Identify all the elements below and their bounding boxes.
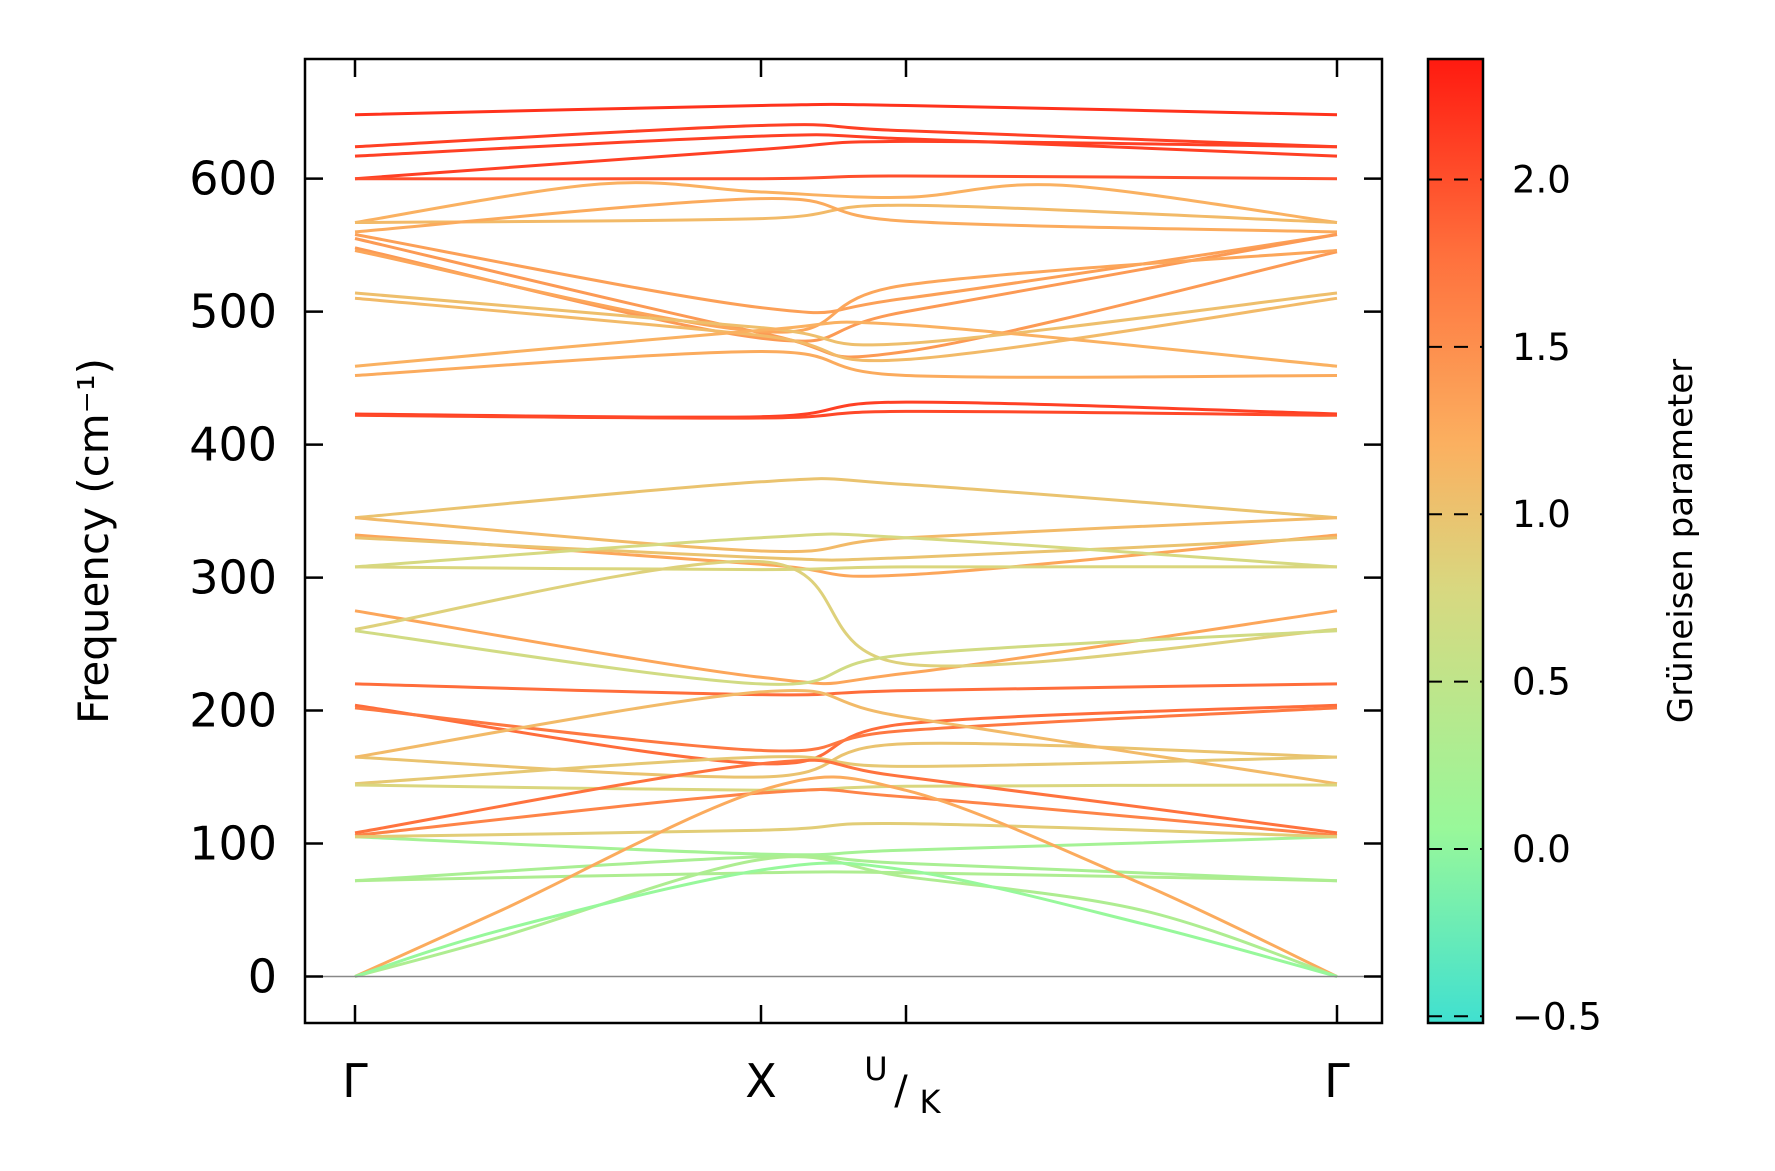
- x-tick-label-u: U: [864, 1050, 887, 1088]
- x-tick-label-x: X: [745, 1054, 777, 1108]
- phonon-band-32: [354, 755, 1338, 786]
- colorbar-tick-label-5: 2.0: [1512, 159, 1571, 202]
- x-tick-label-gamma-start: Γ: [342, 1054, 368, 1108]
- axis-ticks: [305, 59, 1382, 1023]
- x-tick-label-slash: /: [894, 1068, 908, 1114]
- phonon-band-1: [354, 123, 1338, 149]
- phonon-band-12: [354, 291, 1338, 347]
- x-tick-label-k: K: [920, 1083, 942, 1121]
- phonon-band-18: [354, 477, 1338, 520]
- phonon-band-31: [354, 688, 1338, 786]
- phonon-band-0: [354, 102, 1338, 117]
- x-tick-label-gamma-end: Γ: [1324, 1054, 1350, 1108]
- plot-frame: [303, 57, 1384, 1025]
- phonon-band-35: [354, 788, 1338, 837]
- y-tick-label-500: 500: [189, 285, 277, 339]
- phonon-band-33: [354, 783, 1338, 792]
- y-tick-label-600: 600: [189, 152, 277, 206]
- phonon-band-6: [354, 203, 1338, 224]
- phonon-band-17: [354, 409, 1338, 420]
- phonon-bands: [354, 102, 1338, 978]
- colorbar: −0.5 0.0 0.5 1.0 1.5 2.0 Grüneisen parameter: [1426, 57, 1701, 1039]
- colorbar-title: Grüneisen parameter: [1661, 359, 1701, 723]
- colorbar-tick-label-1: 0.0: [1512, 828, 1571, 871]
- phonon-band-4: [354, 174, 1338, 181]
- phonon-band-42: [354, 861, 1338, 978]
- y-tick-label-400: 400: [189, 418, 277, 472]
- colorbar-ticks: [1428, 178, 1483, 1018]
- colorbar-tick-label-3: 1.0: [1512, 493, 1571, 536]
- phonon-band-15: [354, 349, 1338, 379]
- phonon-band-29: [354, 706, 1338, 753]
- y-tick-label-100: 100: [189, 816, 277, 870]
- phonon-band-40: [354, 775, 1338, 978]
- y-tick-label-300: 300: [189, 551, 277, 605]
- phonon-band-26: [354, 629, 1338, 686]
- phonon-band-13: [354, 296, 1338, 363]
- phonon-band-37: [354, 821, 1338, 839]
- y-axis-title: Frequency (cm⁻¹): [69, 358, 118, 724]
- y-tick-labels: 0 100 200 300 400 500 600: [189, 152, 277, 1004]
- phonon-band-5: [354, 181, 1338, 224]
- colorbar-tick-label-4: 1.5: [1512, 326, 1571, 369]
- phonon-band-39: [354, 870, 1338, 883]
- phonon-band-28: [354, 703, 1338, 766]
- phonon-band-7: [354, 196, 1338, 234]
- phonon-band-21: [354, 536, 1338, 562]
- colorbar-gradient: [1428, 59, 1483, 1023]
- phonon-band-27: [354, 682, 1338, 697]
- phonon-band-19: [354, 516, 1338, 554]
- y-tick-label-200: 200: [189, 684, 277, 738]
- y-tick-label-0: 0: [248, 949, 277, 1003]
- phonon-band-14: [354, 320, 1338, 368]
- colorbar-tick-label-2: 0.5: [1512, 661, 1571, 704]
- phonon-band-2: [354, 133, 1338, 158]
- phonon-band-25: [354, 559, 1338, 668]
- colorbar-tick-label-0: −0.5: [1512, 995, 1602, 1038]
- phonon-band-11: [354, 249, 1338, 334]
- phonon-band-22: [354, 532, 1338, 569]
- x-tick-labels: Γ X U / K Γ: [342, 1050, 1350, 1121]
- colorbar-frame: [1426, 57, 1485, 1025]
- phonon-band-34: [354, 758, 1338, 835]
- phonon-band-36: [354, 835, 1338, 857]
- phonon-band-23: [354, 565, 1338, 572]
- phonon-band-38: [354, 854, 1338, 883]
- phonon-band-3: [354, 139, 1338, 181]
- colorbar-tick-labels: −0.5 0.0 0.5 1.0 1.5 2.0: [1512, 159, 1602, 1039]
